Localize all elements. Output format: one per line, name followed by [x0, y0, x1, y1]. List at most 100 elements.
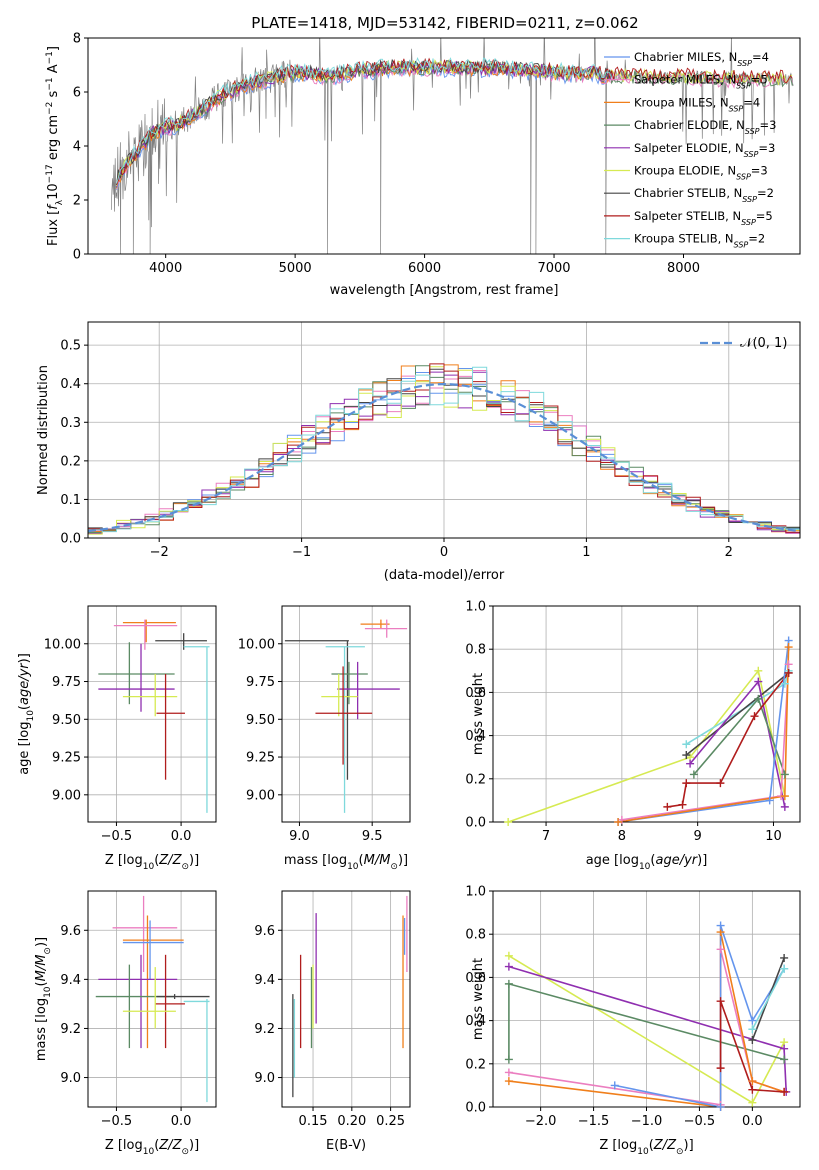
x-tick-label: 8 — [618, 829, 626, 844]
y-tick-label: 9.50 — [52, 713, 81, 728]
weight-marker — [716, 945, 725, 954]
weight-marker — [504, 951, 513, 960]
x-tick-label: 0 — [440, 545, 448, 560]
y-tick-label: 6 — [73, 86, 81, 101]
weight-marker — [748, 1098, 757, 1107]
x-tick-label: 9.0 — [289, 829, 310, 844]
y-axis-title: Flux [fλ10−17 erg cm−2 s−1 A−1] — [45, 46, 65, 246]
y-tick-label: 0.6 — [465, 686, 486, 701]
panel-residuals: −2 −1 0 1 2 0.0 0.1 0.2 0.3 0.4 0.5 𝒩(0, 1) (data-mo… — [36, 321, 801, 583]
axes: 9.0 9.5 9.00 9.25 9.50 9.75 10.00 — [238, 605, 411, 844]
y-tick-label: 1.0 — [465, 885, 486, 900]
plot-area — [508, 925, 787, 1107]
x-tick-label: 9.5 — [362, 829, 383, 844]
y-tick-label: 0.8 — [465, 643, 486, 658]
axes-frame — [87, 890, 217, 1108]
weight-line — [685, 672, 790, 756]
y-tick-label: 9.4 — [254, 973, 275, 988]
x-tick-label: −1 — [292, 545, 311, 560]
weight-marker — [748, 1016, 757, 1025]
axes: −0.5 0.0 9.0 9.2 9.4 9.6 — [60, 890, 217, 1129]
weight-marker — [504, 962, 513, 971]
weight-marker — [780, 964, 789, 973]
y-tick-label: 0.0 — [465, 816, 486, 831]
y-tick-label: 2 — [73, 194, 81, 209]
y-axis-title: age [log10(age/yr)] — [17, 653, 36, 775]
weight-marker — [748, 1036, 757, 1045]
y-tick-label: 9.00 — [52, 788, 81, 803]
y-tick-label: 9.00 — [246, 788, 275, 803]
y-tick-label: 9.75 — [52, 675, 81, 690]
y-tick-label: 0.1 — [60, 493, 81, 508]
axes: 4000 5000 6000 7000 8000 0 2 4 6 8 — [73, 32, 801, 276]
weight-marker — [765, 796, 774, 805]
weight-marker — [784, 668, 793, 677]
x-axis-label: E(B-V) — [326, 1138, 366, 1153]
weight-marker — [780, 1044, 789, 1053]
weight-marker — [504, 1055, 513, 1064]
weight-marker — [780, 1087, 789, 1096]
x-tick-label: −1.5 — [578, 1114, 610, 1129]
weight-marker — [614, 818, 623, 826]
y-tick-label: 0.8 — [465, 928, 486, 943]
y-tick-label: 9.6 — [254, 924, 275, 939]
plot-area — [292, 895, 408, 1098]
y-axis-label: mass [log10(M/M⊙)] — [34, 937, 53, 1061]
y-tick-label: 10.00 — [238, 637, 275, 652]
y-axis-label: age [log10(age/yr)] — [17, 653, 36, 775]
weight-marker — [504, 1068, 513, 1077]
axes: −2.0 −1.5 −1.0 −0.5 0.0 0.0 0.2 0.4 0.6 0.8 1.0 — [465, 885, 801, 1129]
weight-marker — [750, 712, 759, 721]
x-tick-label: −2.0 — [525, 1114, 557, 1129]
x-axis-label: (data-model)/error — [384, 568, 505, 583]
model-spectrum-line — [116, 58, 613, 186]
weight-marker — [754, 677, 763, 686]
y-tick-label: 0.3 — [60, 416, 81, 431]
grid — [493, 890, 800, 1108]
model-spectrum-line — [116, 56, 613, 184]
x-tick-label: −2 — [150, 545, 169, 560]
axes-frame — [281, 890, 411, 1108]
y-axis-label: mass weight — [471, 958, 486, 1040]
plot-area — [98, 619, 210, 813]
y-tick-label: 10.00 — [44, 637, 81, 652]
y-tick-label: 9.25 — [246, 751, 275, 766]
y-tick-label: 0.0 — [465, 1101, 486, 1116]
grid — [282, 606, 410, 822]
x-tick-label: 1 — [582, 545, 590, 560]
y-tick-label: 8 — [73, 32, 81, 47]
x-tick-label: −0.5 — [101, 829, 133, 844]
weight-line — [508, 965, 787, 1092]
y-tick-label: 0.0 — [60, 532, 81, 547]
weight-marker — [748, 1085, 757, 1094]
x-tick-label: 7000 — [537, 261, 570, 276]
x-axis-label: wavelength [Angstrom, rest frame] — [330, 283, 559, 298]
weight-marker — [504, 818, 513, 826]
weight-line — [507, 668, 786, 822]
y-tick-label: 0.2 — [465, 772, 486, 787]
weight-line — [693, 697, 786, 776]
grid — [88, 606, 216, 822]
weight-marker — [780, 1055, 789, 1064]
plot-area — [88, 363, 800, 535]
panel-mass-ebv: 0.15 0.20 0.25 9.0 9.2 9.4 9.6 E(B-V) — [254, 890, 411, 1153]
y-axis-title: mass [log10(M/M⊙)] — [34, 937, 53, 1061]
x-tick-label: 0.20 — [337, 1114, 366, 1129]
weight-marker — [682, 751, 691, 760]
x-tick-label: −0.5 — [101, 1114, 133, 1129]
x-tick-label: 0.0 — [171, 829, 192, 844]
panel-age-Z: −0.5 0.0 9.00 9.25 9.50 9.75 10.00 Z [log10(Z/Z… — [17, 605, 217, 872]
weight-marker — [716, 779, 725, 788]
y-tick-label: 9.4 — [60, 973, 81, 988]
histogram-step — [88, 363, 800, 533]
axes-frame — [492, 605, 801, 823]
x-axis-label: age [log10(age/yr)] — [586, 853, 708, 872]
panel-weight-age: 7 8 9 10 0.0 0.2 0.4 0.6 0.8 1.0 mass weight age [l… — [465, 600, 801, 872]
x-tick-label: 0.25 — [376, 1114, 405, 1129]
x-tick-label: 2 — [725, 545, 733, 560]
panel-weight-Z: −2.0 −1.5 −1.0 −0.5 0.0 0.0 0.2 0.4 0.6 0.8 1.0 mas… — [465, 885, 801, 1157]
x-tick-label: 0.15 — [299, 1114, 328, 1129]
legend: Chabrier MILES, NSSP=4 Salpeter MILES, NS… — [604, 50, 776, 249]
y-tick-label: 9.50 — [246, 713, 275, 728]
grid — [88, 891, 216, 1107]
